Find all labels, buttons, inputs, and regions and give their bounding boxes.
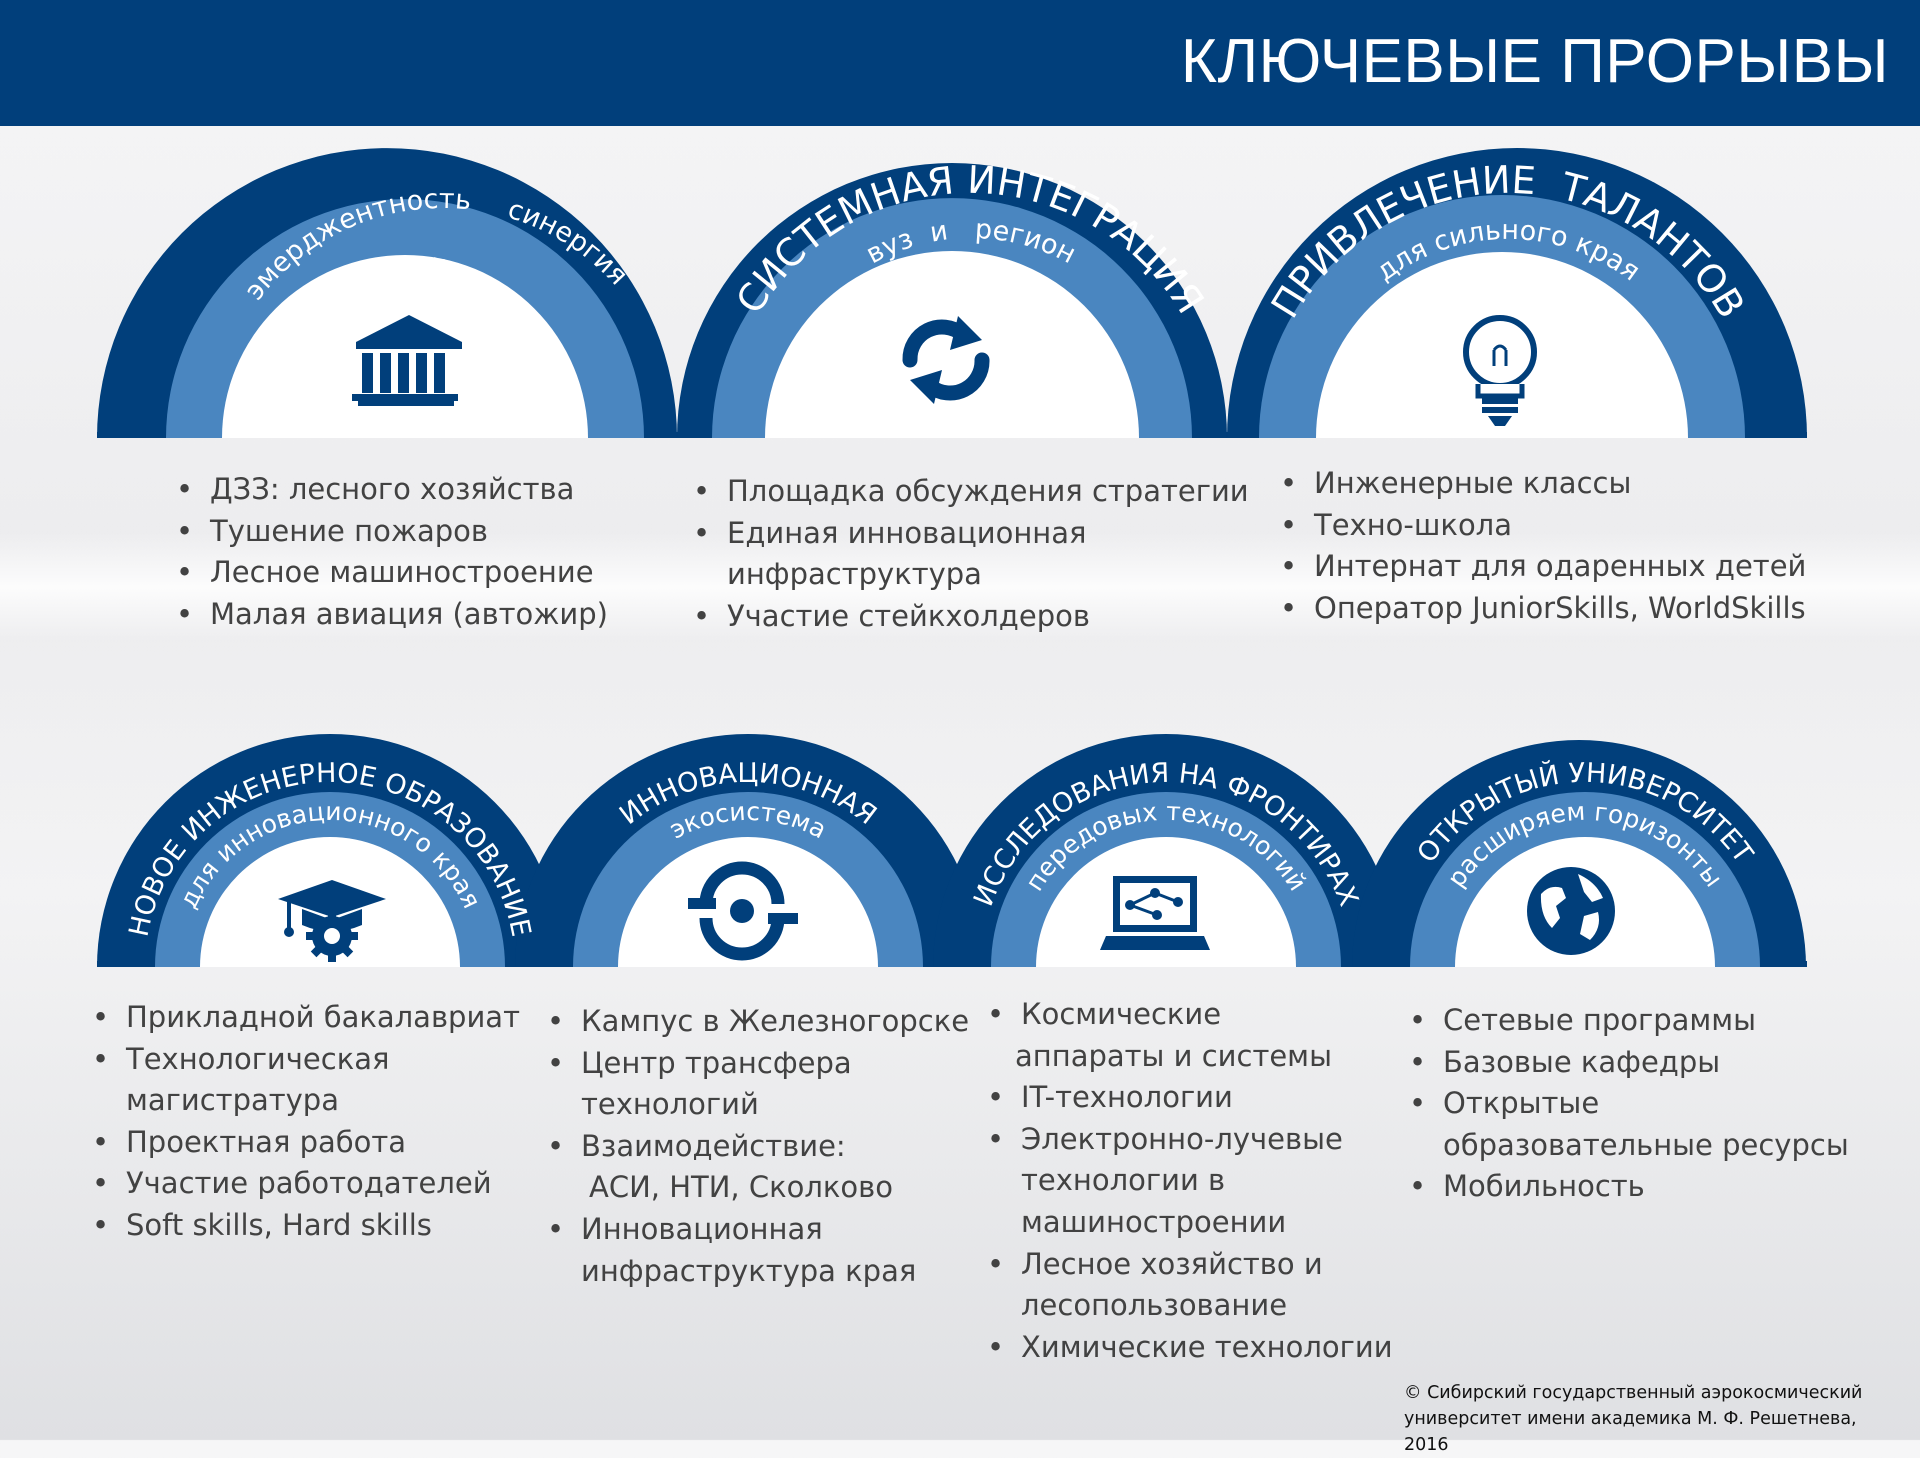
list-system-integration: Площадка обсуждения стратегии Единая инн… [689, 471, 1249, 637]
list-item: Тушение пожаров [172, 511, 608, 553]
list-item: Прикладной бакалавриат [88, 997, 520, 1039]
list-item: Участие стейкхолдеров [689, 596, 1249, 638]
refresh-arrows-icon [902, 316, 990, 404]
list-item: образовательные ресурсы [1443, 1127, 1849, 1162]
list-item: Космические [983, 994, 1393, 1036]
globe-icon [1527, 867, 1615, 955]
list-item: Кампус в Железногорске [543, 1001, 969, 1043]
list-item: АСИ, НТИ, Сколково [589, 1170, 894, 1205]
header-bar: КЛЮЧЕВЫЕ ПРОРЫВЫ [0, 0, 1920, 126]
list-item: технологии в [1021, 1163, 1226, 1198]
bottom-arches [97, 734, 1807, 967]
list-item: Мобильность [1405, 1166, 1849, 1208]
list-item: Инженерные классы [1276, 463, 1806, 505]
list-item: аппараты и системы [1015, 1038, 1332, 1073]
list-item: Площадка обсуждения стратегии [689, 471, 1249, 513]
list-item: ДЗЗ: лесного хозяйства [172, 469, 608, 511]
list-item: Открытые [1405, 1083, 1849, 1125]
list-item: IT-технологии [983, 1077, 1393, 1119]
list-frontier-research: Космические аппараты и системы IT-технол… [983, 994, 1393, 1368]
list-item: Оператор JuniorSkills, WorldSkills [1276, 588, 1806, 630]
list-item: Инновационная [543, 1209, 969, 1251]
list-item: Интернат для одаренных детей [1276, 546, 1806, 588]
light-bulb-icon [1463, 315, 1537, 426]
list-item: Взаимодействие: [543, 1126, 969, 1168]
laptop-network-icon [1100, 876, 1210, 950]
list-item: Базовые кафедры [1405, 1042, 1849, 1084]
list-item: технологий [581, 1087, 759, 1122]
university-building-icon [352, 315, 462, 406]
list-item: Лесное хозяйство и [983, 1244, 1393, 1286]
list-item: машиностроении [1021, 1204, 1287, 1239]
list-item: Химические технологии [983, 1327, 1393, 1369]
list-item: Участие работодателей [88, 1163, 520, 1205]
list-item: Центр трансфера [543, 1043, 969, 1085]
list-item: Сетевые программы [1405, 1000, 1849, 1042]
list-item: инфраструктура края [581, 1253, 917, 1288]
list-item: инфраструктура [727, 557, 982, 591]
list-attracting-talents: Инженерные классы Техно-школа Интернат д… [1276, 463, 1806, 629]
list-item: Проектная работа [88, 1122, 520, 1164]
page-title: КЛЮЧЕВЫЕ ПРОРЫВЫ [1180, 27, 1889, 96]
list-innovative-ecosystem: Кампус в Железногорске Центр трансфера т… [543, 1001, 969, 1292]
list-open-university: Сетевые программы Базовые кафедры Открыт… [1405, 1000, 1849, 1208]
ecosystem-cycle-icon [688, 861, 798, 961]
list-item: Малая авиация (автожир) [172, 594, 608, 636]
graduation-cap-gear-icon [278, 880, 386, 962]
copyright-footer: © Сибирский государственный аэрокосмичес… [1404, 1383, 1863, 1455]
list-item: лесопользование [1021, 1288, 1288, 1323]
list-item: Единая инновационная [689, 513, 1249, 555]
list-item: Техно-школа [1276, 505, 1806, 547]
list-new-engineering-education: Прикладной бакалавриат Технологическая м… [88, 997, 520, 1247]
list-unified-university: ДЗЗ: лесного хозяйства Тушение пожаров Л… [172, 469, 608, 635]
list-item: Soft skills, Hard skills [88, 1205, 520, 1247]
list-item: Электронно-лучевые [983, 1119, 1393, 1161]
list-item: магистратура [126, 1083, 339, 1118]
list-item: Лесное машиностроение [172, 552, 608, 594]
list-item: Технологическая [88, 1039, 520, 1081]
